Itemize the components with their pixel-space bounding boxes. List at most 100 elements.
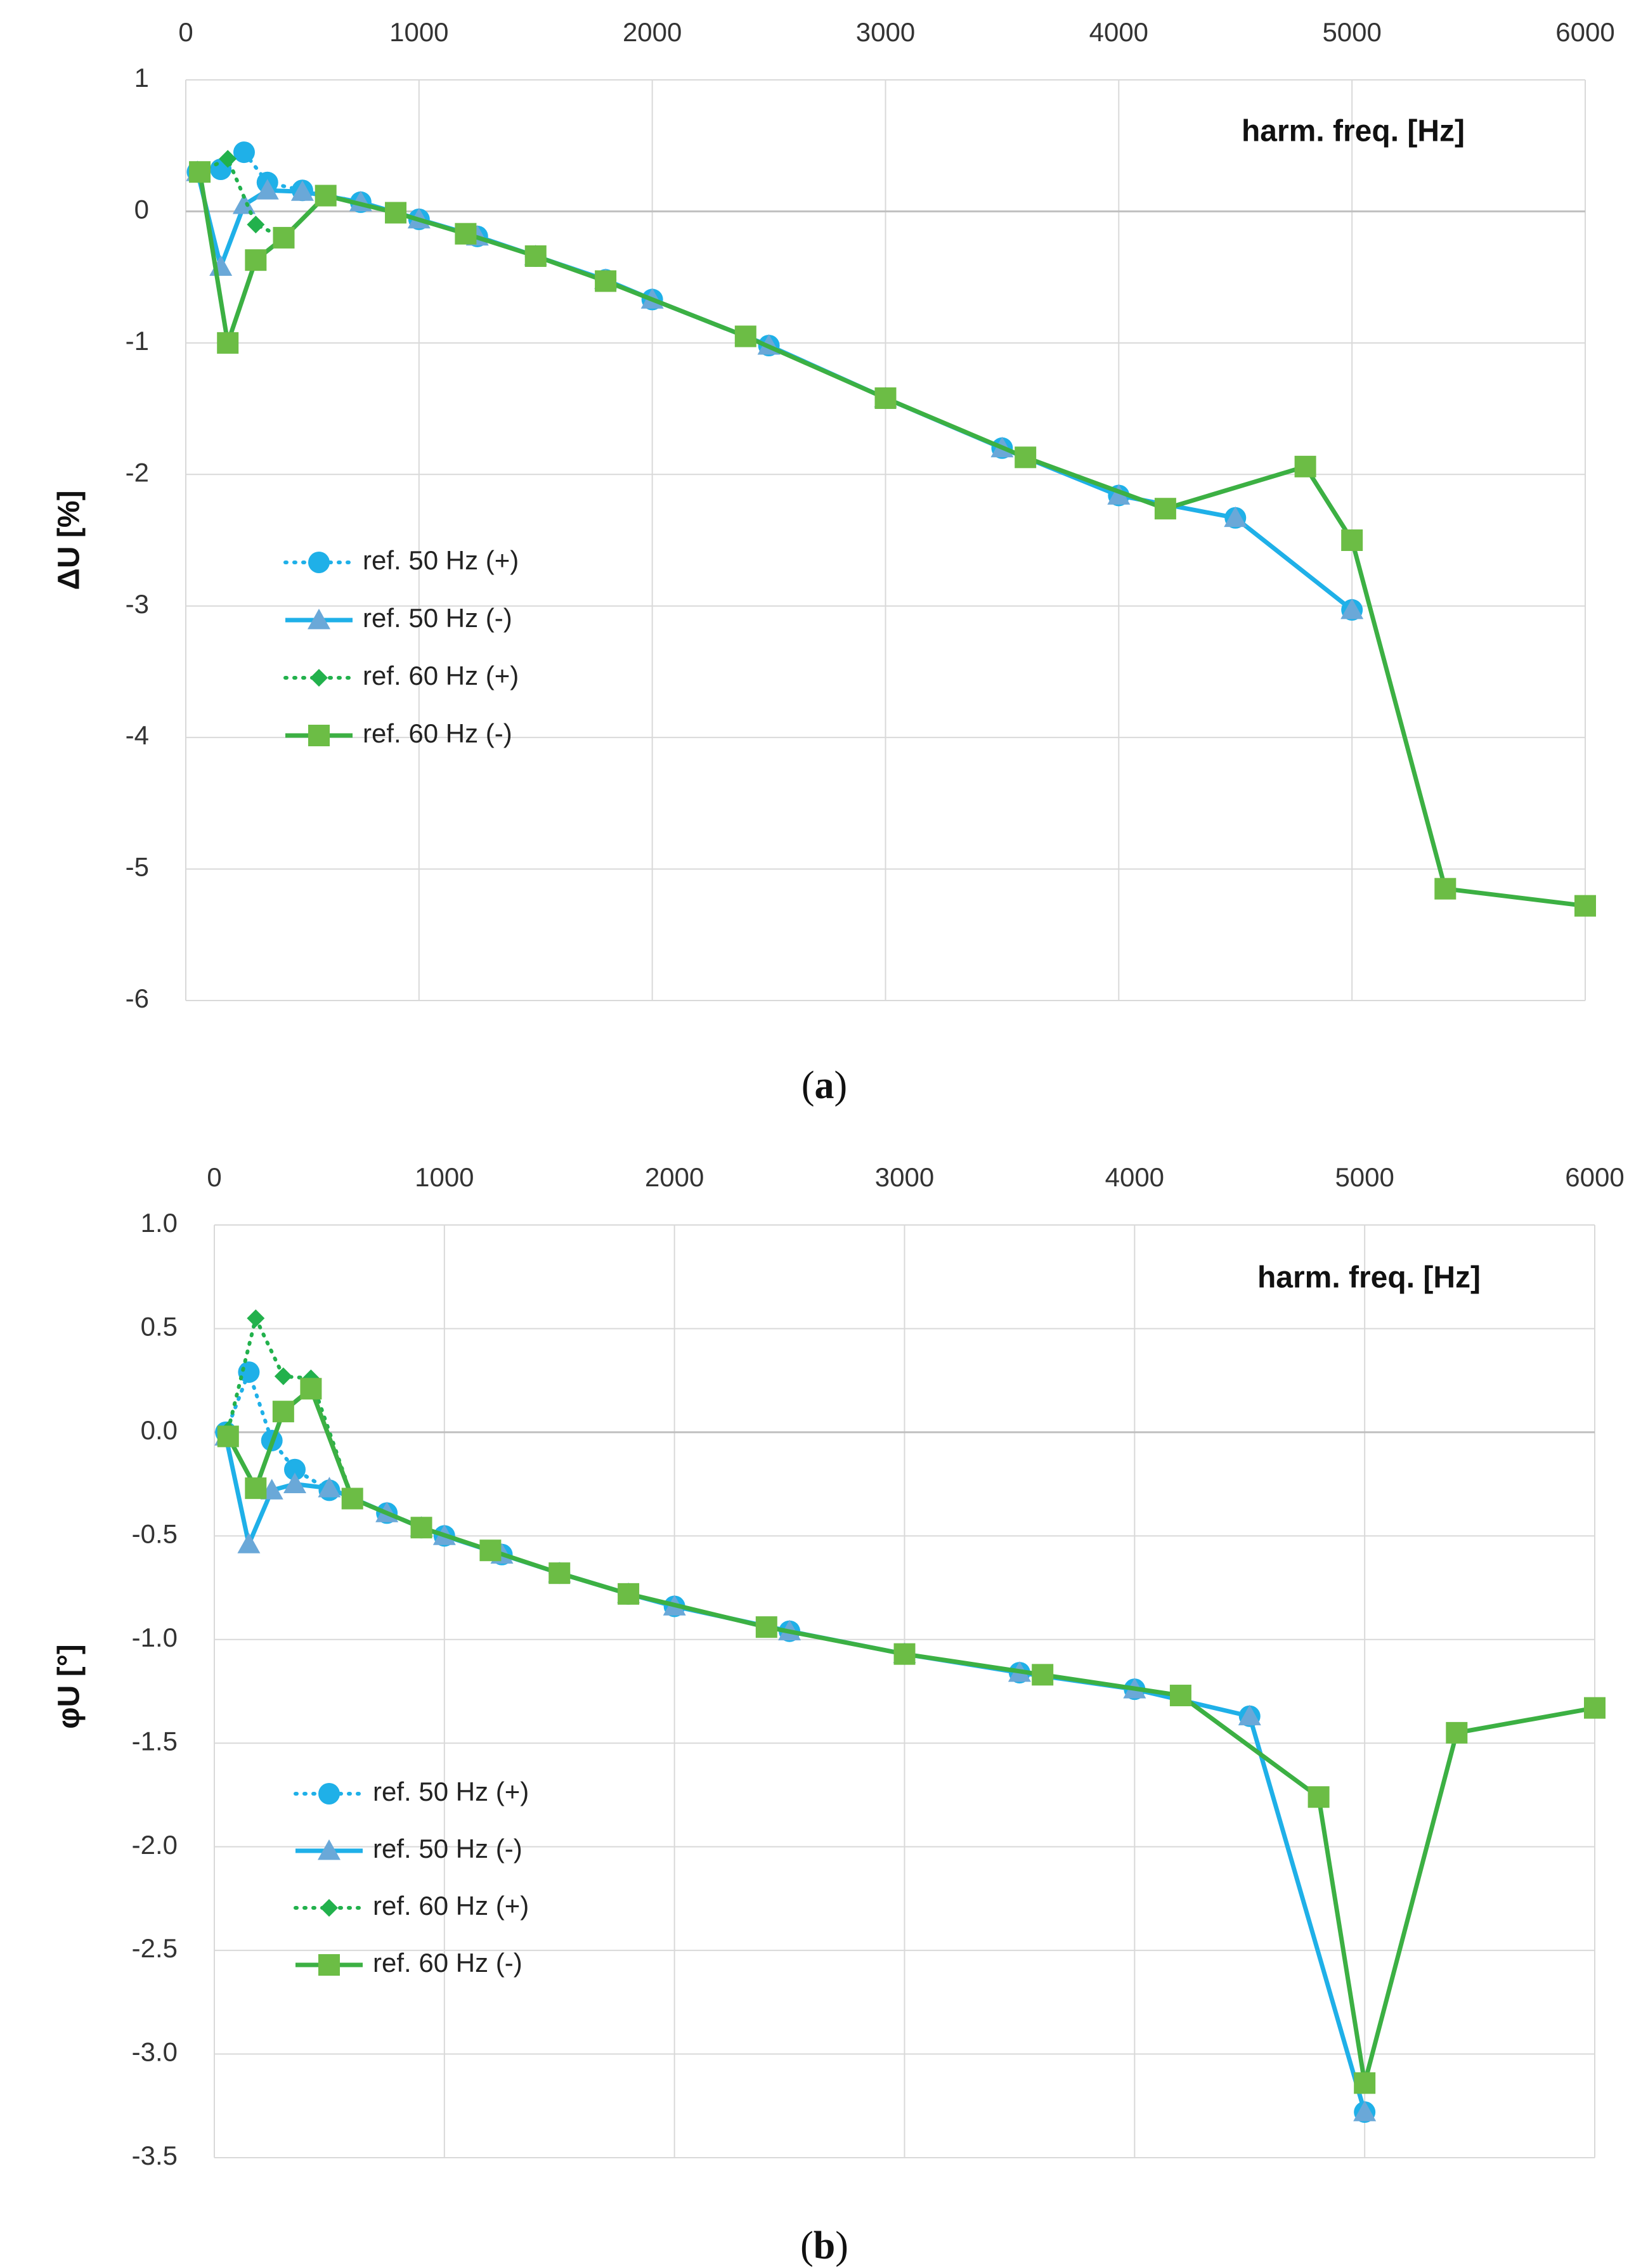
series-4 <box>189 161 1596 917</box>
data-point-square <box>874 387 897 409</box>
x-tick-label: 5000 <box>1322 17 1381 47</box>
data-point-triangle <box>232 193 256 214</box>
legend-label: ref. 50 Hz (-) <box>373 1834 522 1863</box>
y-tick-label: -1 <box>126 326 149 356</box>
data-point-square <box>479 1539 502 1562</box>
data-point-square <box>618 1583 640 1605</box>
legend-marker-circle <box>318 1783 340 1805</box>
legend-marker-triangle <box>318 1839 341 1860</box>
legend-label: ref. 50 Hz (+) <box>373 1777 529 1806</box>
data-point-square <box>1015 446 1037 469</box>
data-point-square <box>1294 455 1316 477</box>
data-point-square <box>385 202 407 224</box>
legend-marker-circle <box>308 552 330 573</box>
x-tick-label: 2000 <box>623 17 682 47</box>
data-point-triangle <box>1340 598 1364 619</box>
panel-caption-letter: b <box>814 2224 835 2267</box>
legend-item: ref. 60 Hz (+) <box>283 661 519 690</box>
data-point-diamond <box>274 1367 292 1385</box>
y-tick-label: 0.5 <box>141 1312 178 1342</box>
legend-item: ref. 60 Hz (-) <box>285 718 512 748</box>
data-point-square <box>245 1477 267 1500</box>
data-point-square <box>524 245 547 267</box>
panel-caption: (b) <box>800 2224 848 2267</box>
x-tick-label: 1000 <box>389 17 448 47</box>
legend-label: ref. 60 Hz (-) <box>373 1948 522 1978</box>
y-tick-labels: 1 0 -1 -2 -3 -4 -5 -6 <box>126 63 149 1013</box>
legend-item: ref. 50 Hz (-) <box>285 603 512 633</box>
data-point-triangle <box>1107 484 1131 505</box>
y-tick-label: -2 <box>126 457 149 487</box>
data-point-triangle <box>283 1472 306 1494</box>
data-point-square <box>734 325 756 347</box>
data-point-square <box>273 226 295 249</box>
legend-label: ref. 60 Hz (+) <box>363 661 519 690</box>
data-point-triangle <box>1224 506 1247 528</box>
y-tick-labels: 1.0 0.5 0.0 -0.5 -1.0 -1.5 -2.0 -2.5 -3.0 -3.5 <box>132 1208 178 2170</box>
data-point-square <box>1584 1697 1606 1719</box>
data-point-circle <box>283 1458 306 1481</box>
data-point-circle <box>233 141 255 164</box>
y-tick-label: -3.5 <box>132 2141 178 2170</box>
data-point-square <box>548 1562 571 1584</box>
y-tick-label: -2.0 <box>132 1830 178 1860</box>
series-4 <box>217 1378 1606 2094</box>
legend-item: ref. 60 Hz (-) <box>295 1948 522 1978</box>
y-tick-label: -0.5 <box>132 1519 178 1548</box>
legend-item: ref. 50 Hz (+) <box>294 1777 529 1806</box>
data-point-square <box>1169 1685 1191 1707</box>
panel-caption-letter: a <box>815 1064 834 1107</box>
legend-marker-triangle <box>308 609 330 630</box>
chart-panel-a: 0 1000 2000 3000 4000 5000 600010-1-2-3-4-5-6Δ… <box>53 17 1615 1107</box>
panel-caption: (a) <box>801 1064 847 1107</box>
legend-marker-square <box>318 1954 340 1976</box>
data-point-triangle <box>1353 2101 1377 2122</box>
data-point-square <box>1434 878 1457 900</box>
data-point-square <box>341 1487 363 1510</box>
legend-marker-square <box>308 725 330 746</box>
data-point-square <box>300 1378 322 1400</box>
data-point-square <box>245 249 267 271</box>
x-tick-labels: 0 1000 2000 3000 4000 5000 6000 <box>178 17 1614 47</box>
x-tick-label: 2000 <box>645 1162 704 1192</box>
legend-item: ref. 50 Hz (+) <box>283 545 519 575</box>
data-point-square <box>1154 498 1176 520</box>
legend: ref. 50 Hz (+) ref. 50 Hz (-) ref. 60 Hz (… <box>283 545 519 748</box>
y-tick-label: -6 <box>126 983 149 1013</box>
y-tick-label: 0 <box>134 195 149 224</box>
data-point-triangle <box>256 179 279 200</box>
x-tick-label: 6000 <box>1555 17 1614 47</box>
data-point-square <box>755 1616 777 1638</box>
data-point-triangle <box>1238 1704 1261 1726</box>
y-tick-label: 0.0 <box>141 1415 178 1445</box>
y-tick-label: -3.0 <box>132 2037 178 2067</box>
legend-label: ref. 50 Hz (+) <box>363 545 519 575</box>
legend: ref. 50 Hz (+) ref. 50 Hz (-) ref. 60 Hz (… <box>294 1777 529 1978</box>
data-point-square <box>1307 1786 1330 1808</box>
data-point-triangle <box>318 1477 341 1498</box>
data-point-triangle <box>237 1533 261 1553</box>
y-tick-label: -1.0 <box>132 1623 178 1652</box>
x-tick-label: 6000 <box>1565 1162 1624 1192</box>
x-tick-label: 0 <box>207 1162 221 1192</box>
x-tick-label: 1000 <box>415 1162 474 1192</box>
data-point-square <box>595 270 617 292</box>
data-point-square <box>455 223 477 245</box>
y-tick-label: -2.5 <box>132 1933 178 1963</box>
legend-label: ref. 60 Hz (+) <box>373 1891 529 1921</box>
x-tick-label: 3000 <box>875 1162 934 1192</box>
y-tick-label: 1 <box>134 63 149 93</box>
data-point-triangle <box>290 180 314 201</box>
y-tick-label: -1.5 <box>132 1726 178 1756</box>
data-point-square <box>1354 2072 1376 2094</box>
data-point-square <box>1446 1721 1468 1744</box>
data-point-square <box>217 332 239 354</box>
x-tick-labels: 0 1000 2000 3000 4000 5000 6000 <box>207 1162 1624 1192</box>
y-tick-label: -3 <box>126 589 149 619</box>
x-tick-label: 4000 <box>1089 17 1148 47</box>
data-point-square <box>1574 895 1596 917</box>
data-point-square <box>315 185 337 207</box>
legend-marker-diamond <box>320 1899 338 1917</box>
x-axis-label: harm. freq. [Hz] <box>1242 115 1465 148</box>
